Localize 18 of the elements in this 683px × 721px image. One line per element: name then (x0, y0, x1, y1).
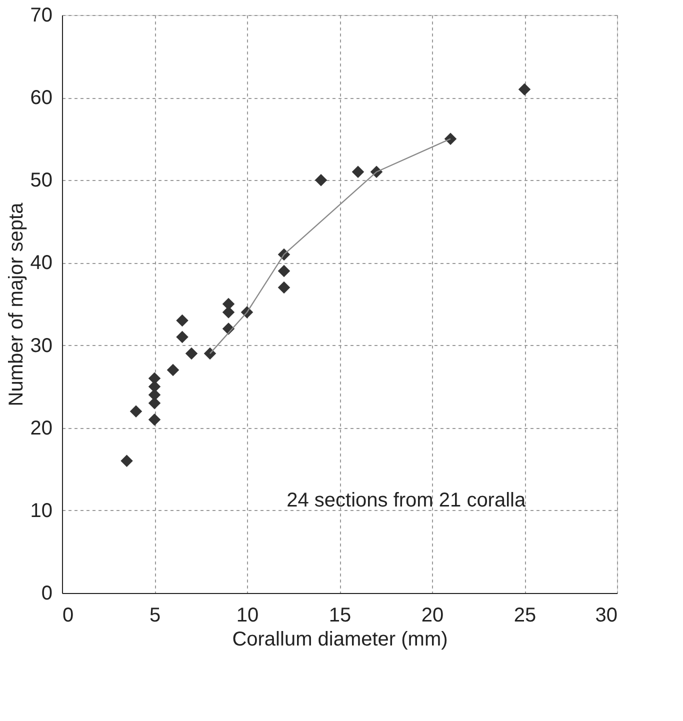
x-tick-label: 10 (236, 604, 259, 626)
y-tick-label: 60 (30, 87, 52, 110)
y-tick-label: 70 (30, 4, 52, 26)
x-tick-label: 25 (514, 604, 536, 626)
x-tick-label: 20 (421, 604, 444, 626)
y-tick-label: 40 (30, 252, 52, 274)
y-tick-label: 50 (30, 170, 52, 192)
x-tick-label: 30 (595, 604, 618, 626)
x-tick-label: 15 (328, 604, 352, 626)
y-tick-label: 10 (30, 500, 52, 522)
x-axis-title: Corallum diameter (mm) (232, 628, 448, 650)
y-tick-label: 30 (30, 334, 52, 357)
y-axis-title: Number of major septa (5, 202, 28, 406)
x-tick-label: 5 (149, 604, 161, 626)
y-tick-label: 20 (30, 417, 52, 440)
annotation: 24 sections from 21 coralla (286, 490, 526, 512)
x-tick-label: 0 (62, 604, 74, 626)
y-tick-label: 0 (41, 582, 52, 604)
